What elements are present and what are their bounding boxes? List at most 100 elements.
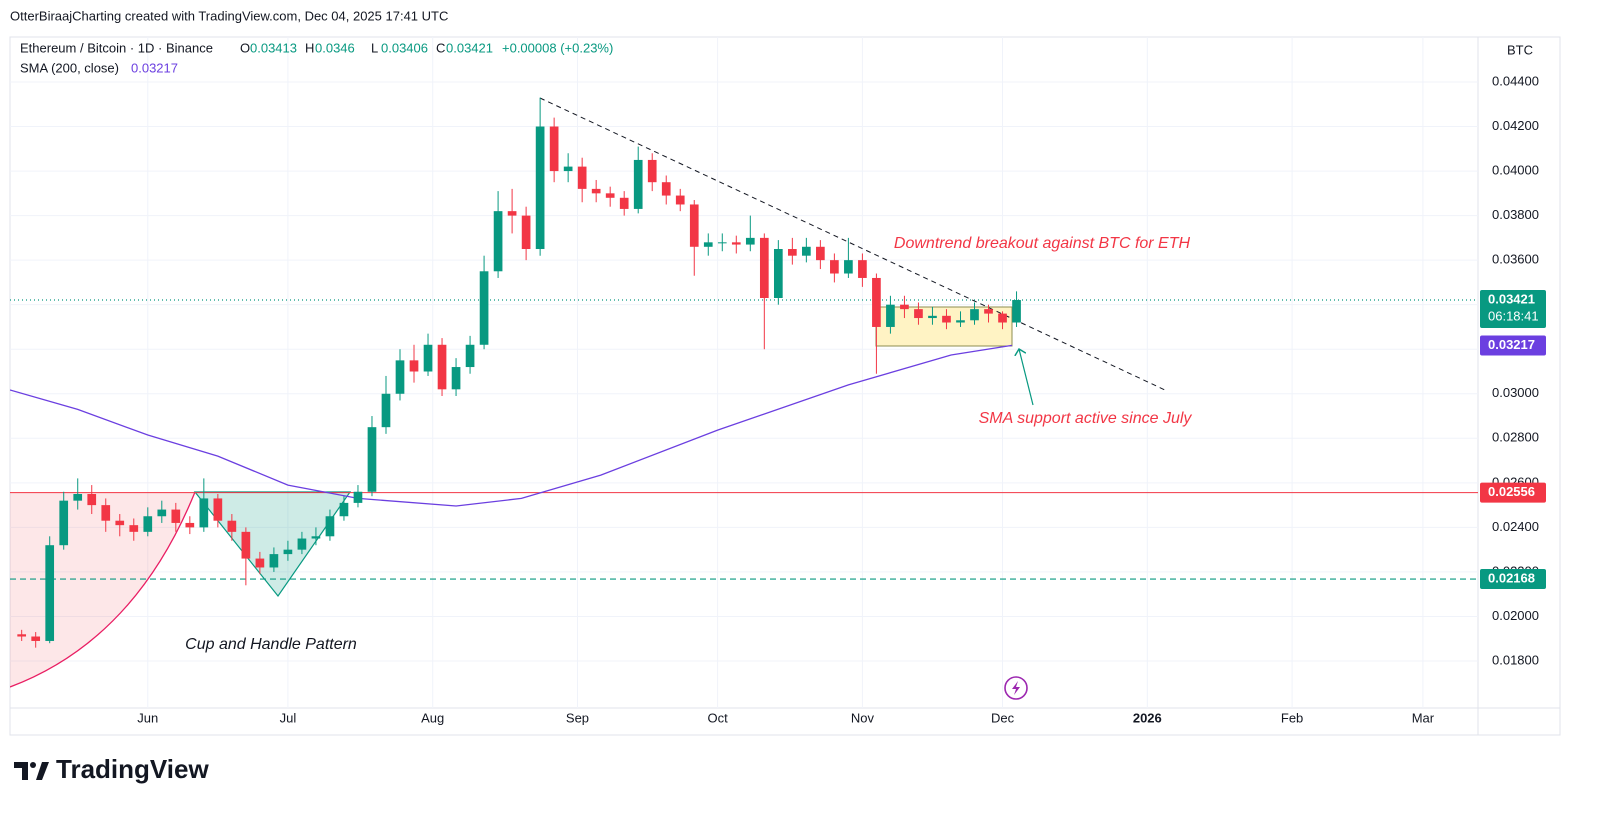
y-tick-label: 0.03000 (1492, 385, 1539, 400)
candle-body (773, 249, 783, 299)
logo-mark (14, 762, 28, 780)
x-tick-label: Sep (566, 710, 589, 725)
ohlc-label: O (240, 40, 250, 55)
event-bolt (1012, 681, 1020, 695)
price-badge (1480, 482, 1546, 503)
candle-body (970, 309, 979, 321)
ohlc-label: C (436, 40, 445, 55)
candle-body (479, 271, 489, 345)
candle-body (395, 360, 405, 394)
ohlc-value: 0.0346 (315, 40, 355, 55)
arrow (1019, 349, 1034, 406)
price-badge-label: 0.02168 (1488, 570, 1535, 585)
candle-body (451, 367, 461, 390)
candle-body (872, 277, 881, 327)
logo-mark (30, 762, 36, 768)
candle-body (717, 242, 727, 244)
y-tick-label: 0.01800 (1492, 652, 1539, 667)
candle-body (661, 182, 671, 196)
candle-body (984, 309, 993, 314)
x-tick-label: 2026 (1133, 710, 1162, 725)
price-badge-label: 0.03421 (1488, 291, 1535, 306)
candle-body (619, 197, 629, 209)
candle-body (759, 237, 769, 299)
candle-body (283, 549, 293, 555)
x-tick-label: Oct (707, 710, 728, 725)
candle-body (591, 188, 601, 194)
sma-line (10, 344, 1013, 507)
handle-triangle (193, 491, 352, 598)
cup-fill (10, 492, 195, 687)
candle-body (339, 502, 349, 517)
candle-body (521, 215, 531, 250)
candle-body (367, 427, 377, 492)
candle-body (900, 304, 909, 310)
candle-body (914, 309, 923, 319)
candle-body (87, 493, 97, 506)
y-tick-label: 0.02000 (1492, 608, 1539, 623)
y-tick-label: 0.02800 (1492, 430, 1539, 445)
attribution: OtterBiraajCharting created with Trading… (10, 8, 448, 23)
candle-body (507, 211, 517, 216)
y-tick-label: 0.04400 (1492, 73, 1539, 88)
candle-body (437, 344, 447, 390)
candle-body (171, 509, 181, 523)
candle-body (998, 313, 1007, 323)
candle-body (241, 531, 251, 559)
candle-body (409, 360, 419, 372)
logo: TradingView (14, 754, 209, 784)
symbol: Ethereum / Bitcoin · 1D · Binance (20, 40, 213, 55)
candle-body (199, 498, 209, 528)
candle-body (17, 634, 27, 637)
y-tick-label: 0.03800 (1492, 207, 1539, 222)
x-tick-label: Jul (280, 710, 297, 725)
y-tick-label: 0.03600 (1492, 252, 1539, 267)
axes: 0.018000.020000.022000.024000.026000.028… (137, 73, 1546, 725)
price-badge (1480, 569, 1546, 590)
countdown: 06:18:41 (1488, 308, 1539, 323)
currency[interactable]: BTC (1507, 42, 1533, 57)
annotation: SMA support active since July (979, 410, 1193, 427)
candle-body (886, 304, 895, 327)
candle-body (59, 500, 69, 546)
candle-body (549, 126, 559, 172)
candle-body (830, 260, 839, 274)
candle-body (703, 242, 713, 247)
candle-body (605, 193, 615, 198)
candle-body (563, 166, 573, 172)
candle-body (647, 159, 657, 183)
candle-body (115, 520, 125, 526)
chart-frame (9, 36, 1561, 736)
candle-body (227, 520, 237, 532)
price-badge (1480, 335, 1546, 356)
candle-body (535, 126, 545, 250)
candle-body (802, 246, 811, 256)
ohlc-value: 0.03421 (446, 40, 493, 55)
indicator-name: SMA (200, close) (20, 60, 119, 75)
change: +0.00008 (+0.23%) (502, 40, 613, 55)
x-tick-label: Nov (851, 710, 875, 725)
x-tick-label: Dec (991, 710, 1015, 725)
grid (10, 37, 1478, 708)
x-tick-label: Aug (421, 710, 444, 725)
y-tick-label: 0.02400 (1492, 519, 1539, 534)
candle-body (213, 498, 223, 521)
candle-body (101, 505, 111, 521)
candle-body (928, 315, 937, 319)
candle-body (745, 237, 755, 245)
ohlc-value: 0.03406 (381, 40, 428, 55)
x-tick-label: Jun (137, 710, 158, 725)
candle-body (731, 242, 741, 245)
ohlc-label: L (371, 40, 378, 55)
candle-body (844, 260, 853, 274)
price-badge-label: 0.03217 (1488, 337, 1535, 352)
candle-body (675, 195, 685, 205)
candle-body (689, 204, 699, 247)
candle-body (633, 159, 643, 209)
candle-body (465, 344, 475, 368)
candle-body (942, 315, 951, 323)
ohlc-label: H (305, 40, 314, 55)
candle-body (255, 558, 265, 568)
logo-text: TradingView (56, 754, 209, 784)
